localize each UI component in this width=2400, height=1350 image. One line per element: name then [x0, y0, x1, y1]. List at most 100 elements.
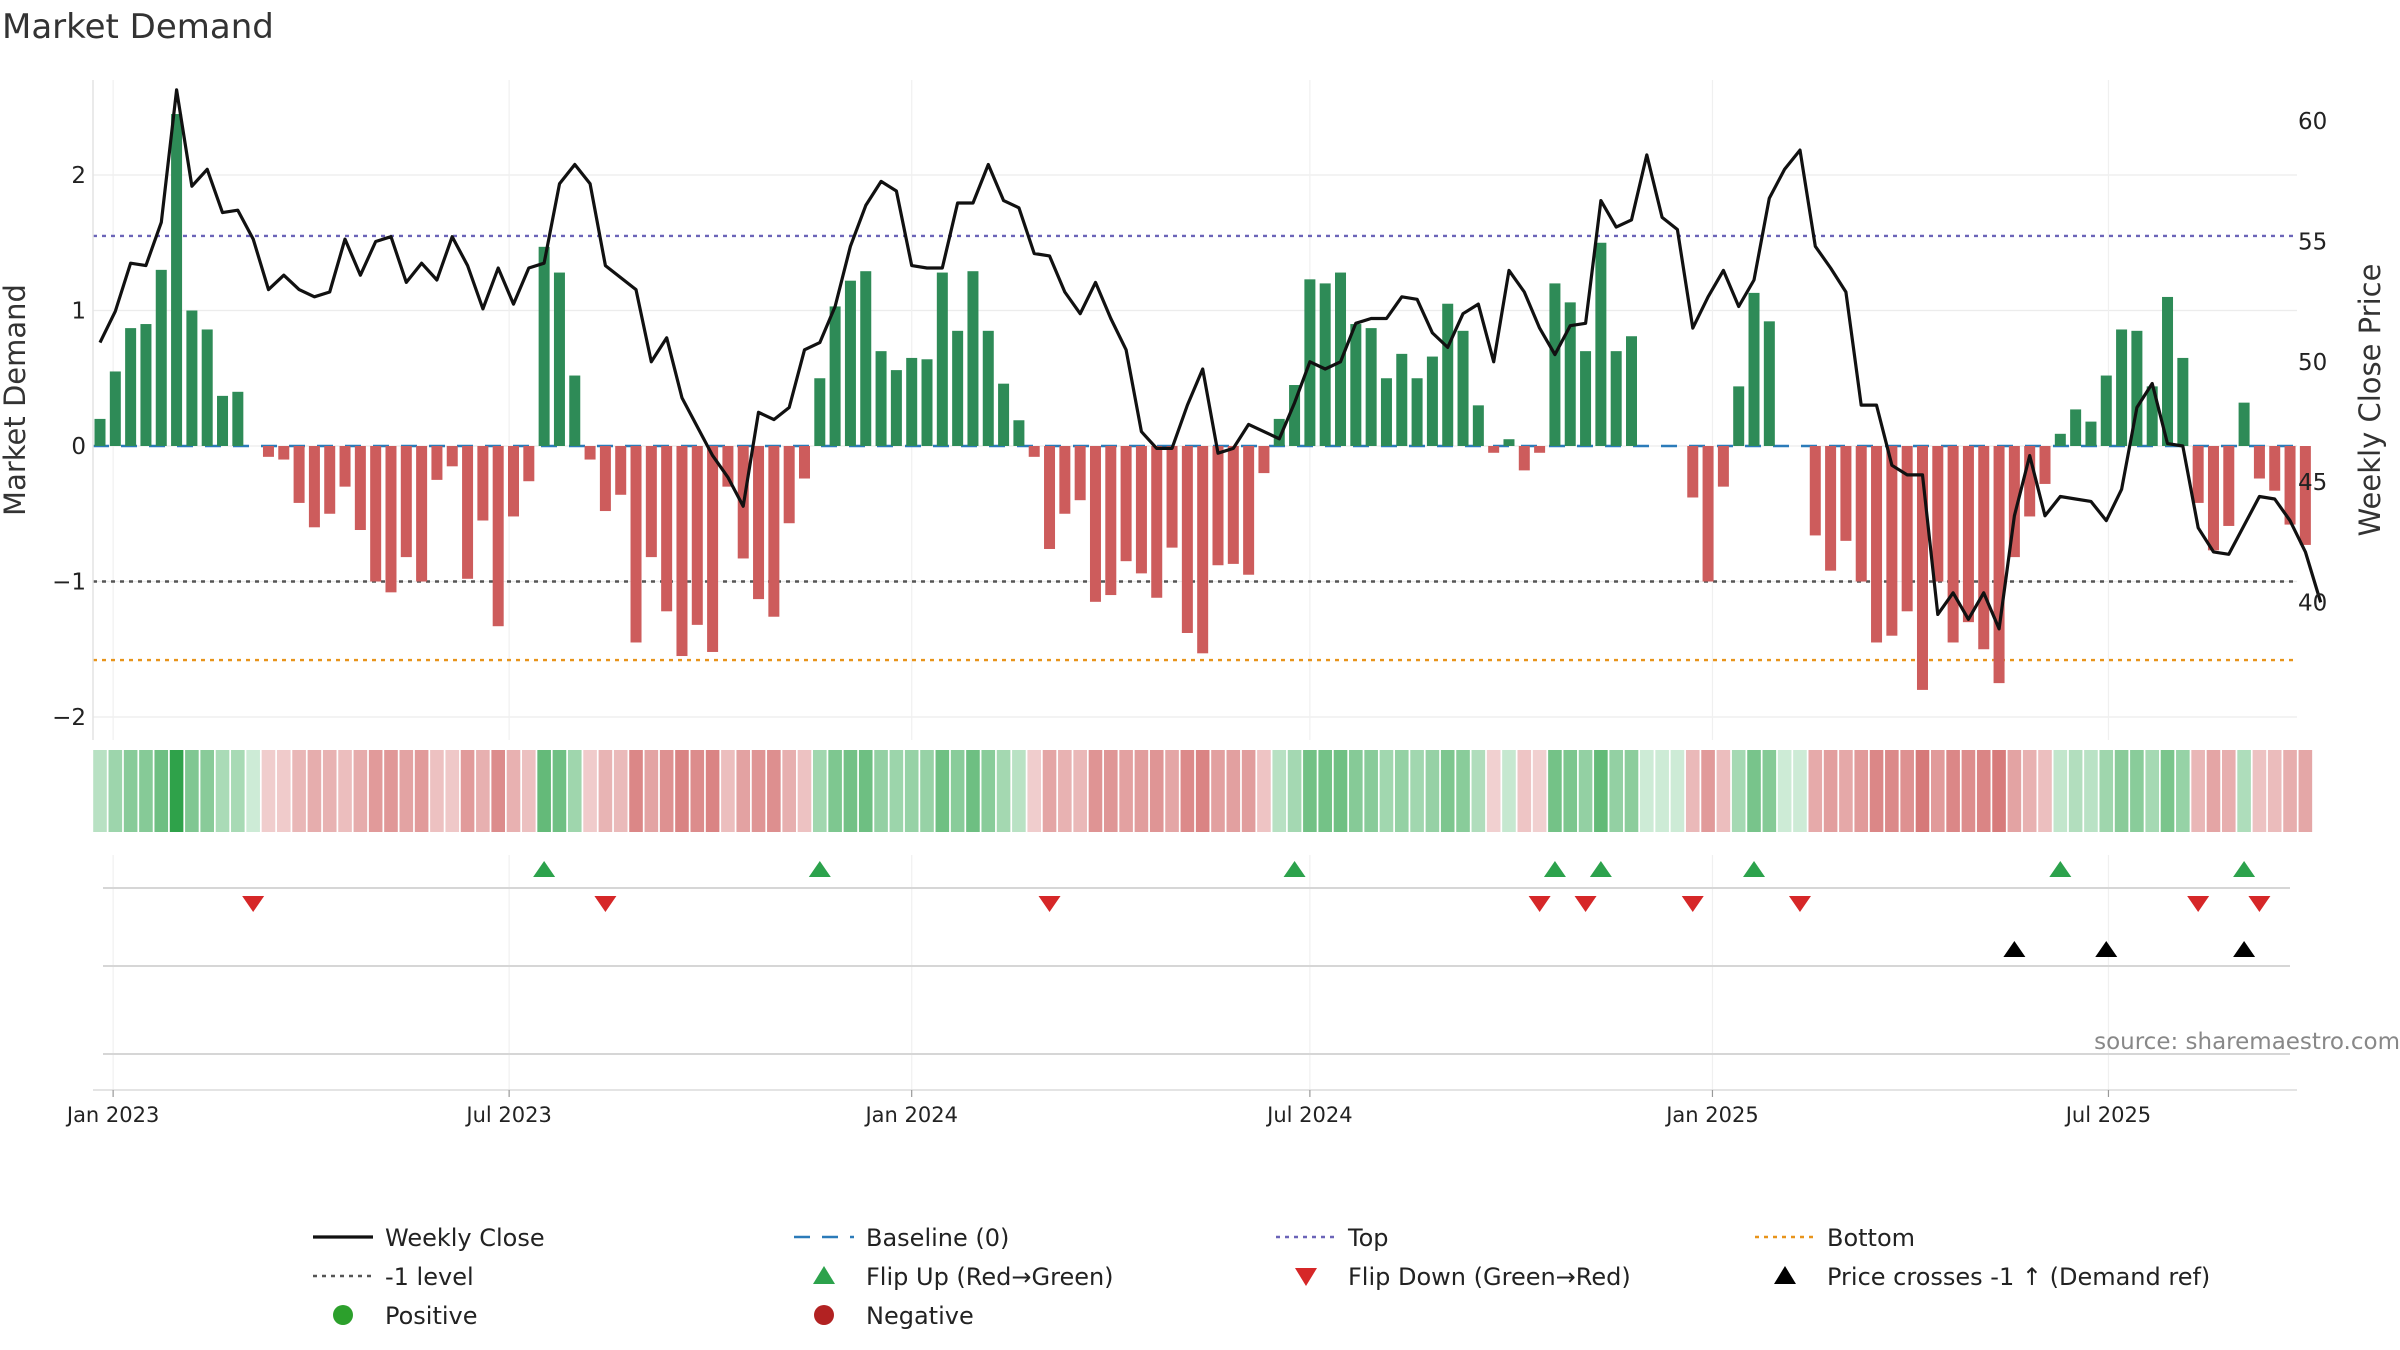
demand-bar-negative — [1518, 446, 1530, 471]
heat-cell — [1762, 750, 1777, 832]
demand-bar-negative — [722, 446, 734, 487]
demand-bar-positive — [2116, 329, 2128, 446]
heat-cell — [1624, 750, 1639, 832]
price-cross-marker — [2095, 941, 2118, 957]
heat-cell — [1410, 750, 1424, 832]
demand-heat-strip — [93, 750, 2313, 832]
heat-cell — [1976, 750, 1991, 832]
heat-cell — [1272, 750, 1287, 832]
flip-up-marker — [2049, 861, 2072, 877]
demand-bar-negative — [2024, 446, 2036, 517]
demand-bar-negative — [1962, 446, 1974, 623]
heat-cell — [843, 750, 858, 832]
legend-item: Price crosses -1 ↑ (Demand ref) — [1774, 1263, 2210, 1291]
legend-item: Bottom — [1755, 1224, 1915, 1252]
y-left-axis-title: Market Demand — [0, 284, 32, 516]
legend-label: Positive — [385, 1302, 478, 1330]
heat-cell — [2298, 750, 2313, 832]
demand-bar-positive — [1580, 351, 1592, 446]
heat-cell — [1103, 750, 1118, 832]
demand-bar-positive — [1763, 321, 1775, 446]
demand-bar-negative — [1044, 446, 1056, 549]
heat-cell — [2068, 750, 2083, 832]
demand-bar-positive — [814, 378, 826, 446]
heat-cell — [981, 750, 996, 832]
demand-bar-negative — [1901, 446, 1913, 612]
demand-bar-positive — [998, 383, 1010, 446]
demand-bar-negative — [1488, 446, 1500, 453]
heat-cell — [261, 750, 276, 832]
reference-lines — [93, 234, 2297, 662]
heat-cell — [813, 750, 827, 832]
demand-bar-positive — [1626, 336, 1637, 446]
flip-up-marker — [1283, 861, 1306, 877]
heat-cell — [675, 750, 689, 832]
legend-item: Top — [1276, 1224, 1389, 1252]
heat-cell — [613, 750, 628, 832]
demand-bar-positive — [2162, 296, 2174, 446]
heat-cell — [797, 750, 812, 832]
heat-cell — [1716, 750, 1731, 832]
heat-cell — [1701, 750, 1715, 832]
heat-cell — [1548, 750, 1562, 832]
heat-cell — [828, 750, 842, 832]
heat-cell — [2053, 750, 2068, 832]
heat-cell — [629, 750, 643, 832]
x-tick-label: Jan 2024 — [863, 1103, 958, 1127]
heat-cell — [552, 750, 567, 832]
heat-cell — [1885, 750, 1899, 832]
demand-bar-positive — [217, 395, 229, 446]
heat-cell — [1318, 750, 1332, 832]
demand-bar-negative — [1212, 446, 1224, 566]
demand-bar-negative — [324, 446, 336, 514]
heat-cell — [384, 750, 398, 832]
demand-bar-positive — [94, 418, 106, 446]
heat-cell — [1670, 750, 1685, 832]
heat-cell — [1394, 750, 1409, 832]
demand-bar-negative — [477, 446, 489, 521]
demand-bar-negative — [354, 446, 366, 531]
demand-bar-positive — [2070, 409, 2082, 446]
heat-cell — [1134, 750, 1149, 832]
heat-cell — [537, 750, 551, 832]
demand-bar-negative — [768, 446, 780, 617]
heat-cell — [889, 750, 904, 832]
heat-cell — [935, 750, 950, 832]
heat-cell — [1211, 750, 1225, 832]
demand-bar-positive — [2146, 386, 2158, 446]
heat-cell — [1731, 750, 1746, 832]
demand-bar-positive — [1273, 418, 1285, 446]
heat-cell — [659, 750, 674, 832]
y-right-tick-label: 45 — [2298, 470, 2327, 496]
demand-bar-negative — [1687, 446, 1699, 498]
demand-bar-positive — [171, 114, 183, 447]
demand-bar-negative — [2299, 446, 2311, 545]
heat-cell — [1165, 750, 1179, 832]
y-left-tick-label: 2 — [71, 163, 86, 189]
demand-bar-positive — [829, 306, 841, 446]
heat-cell — [1042, 750, 1057, 832]
heat-cell — [1609, 750, 1623, 832]
heat-cell — [2038, 750, 2052, 832]
heat-cell — [430, 750, 444, 832]
heat-cell — [1195, 750, 1210, 832]
legend-item: Positive — [333, 1302, 478, 1330]
demand-bar-negative — [1702, 446, 1714, 582]
heat-cell — [1793, 750, 1807, 832]
demand-bar-positive — [2100, 375, 2112, 446]
demand-bar-positive — [109, 371, 121, 446]
demand-bar-negative — [416, 446, 428, 582]
heat-cell — [950, 750, 965, 832]
demand-bar-negative — [2253, 446, 2265, 479]
heat-cell — [1349, 750, 1363, 832]
demand-bar-positive — [936, 272, 948, 446]
heat-cell — [491, 750, 505, 832]
heat-cell — [1900, 750, 1914, 832]
flip-down-marker — [1681, 896, 1704, 912]
demand-bar-negative — [1825, 446, 1837, 571]
heat-cell — [2206, 750, 2221, 832]
heat-cell — [2007, 750, 2022, 832]
heat-cell — [920, 750, 934, 832]
legend-item: Negative — [814, 1302, 974, 1330]
heat-cell — [1961, 750, 1976, 832]
